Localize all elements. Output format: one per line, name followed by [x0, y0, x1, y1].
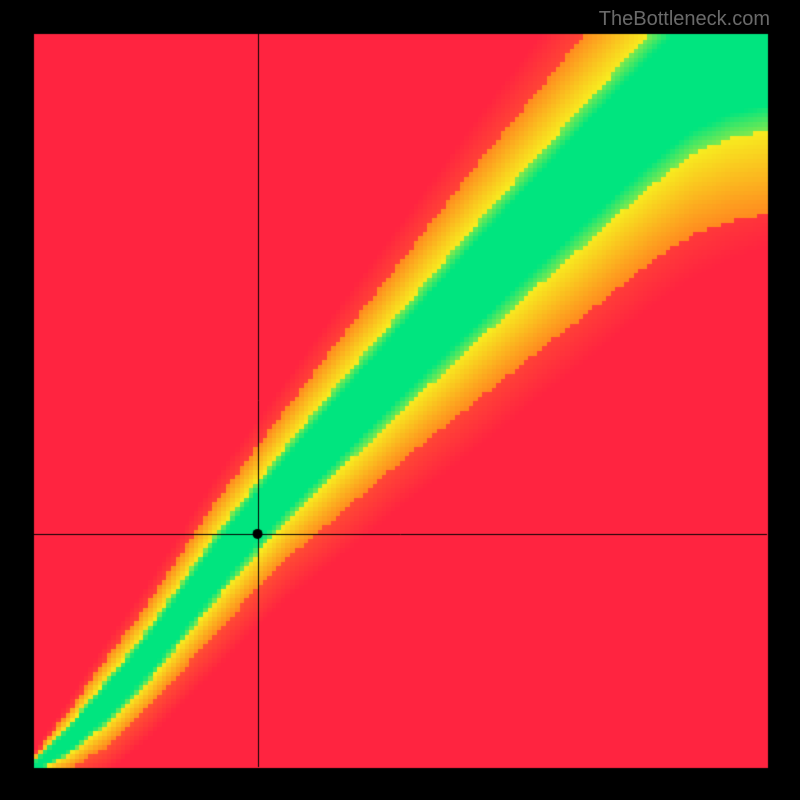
bottleneck-heatmap [0, 0, 800, 800]
chart-container: TheBottleneck.com [0, 0, 800, 800]
watermark-text: TheBottleneck.com [599, 8, 770, 31]
